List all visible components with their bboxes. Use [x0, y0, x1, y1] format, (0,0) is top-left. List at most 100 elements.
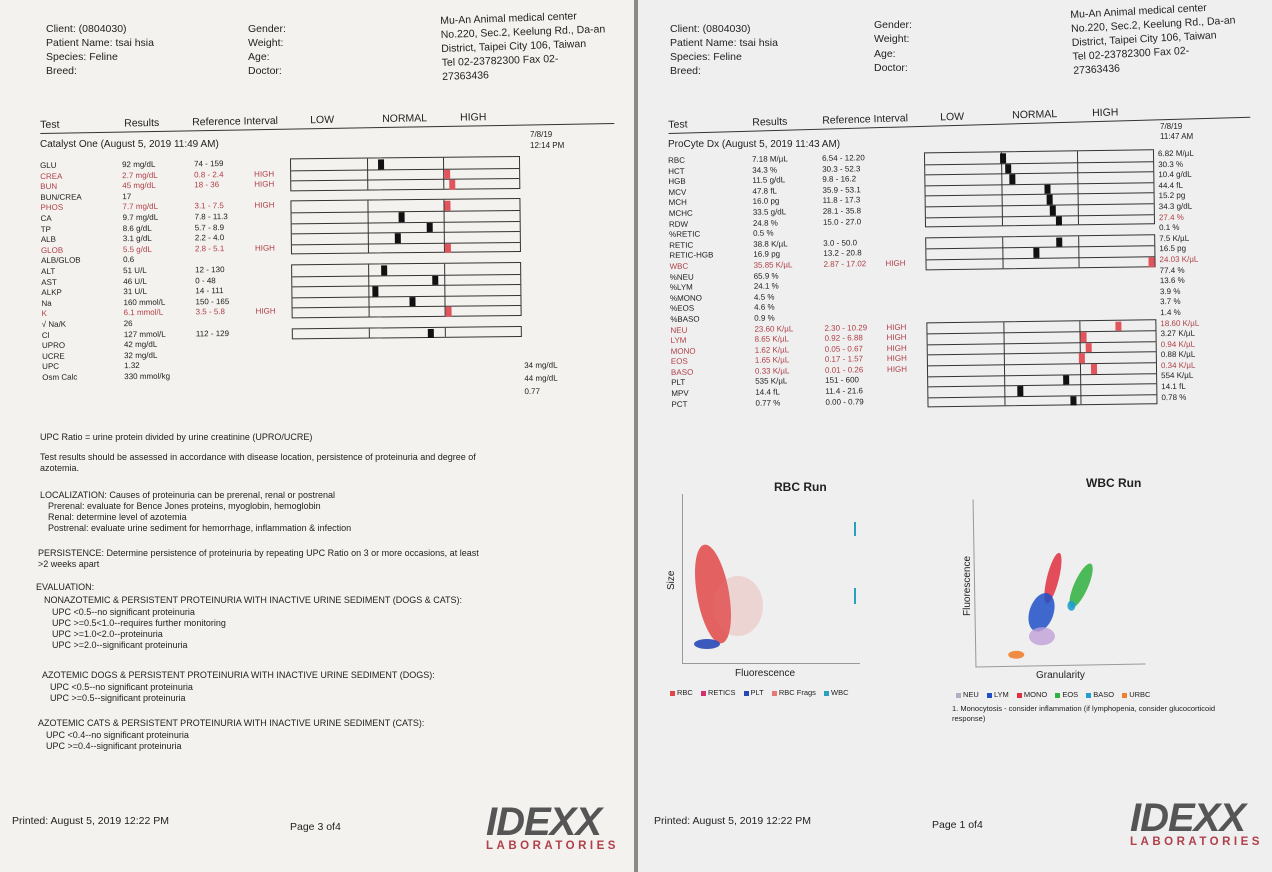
test-result: 7.18 M/µL: [751, 154, 788, 164]
ucre-right: 44 mg/dL: [524, 373, 558, 383]
clinic-address: Mu-An Animal medical center No.220, Sec.…: [440, 8, 607, 84]
range-divider: [367, 200, 369, 253]
reference-interval: 14 - 111: [195, 286, 224, 296]
neu-cluster: [1028, 627, 1055, 646]
reference-interval: 12 - 130: [195, 265, 225, 275]
result-marker: [445, 307, 453, 317]
test-result: 65.9 %: [753, 270, 779, 281]
clinic-address: Mu-An Animal medical center No.220, Sec.…: [1070, 0, 1238, 78]
test-name: MONO: [670, 346, 696, 356]
test-result: 535 K/µL: [755, 376, 788, 387]
legend-frags: RBC Frags: [771, 688, 816, 697]
test-name: RETIC-HGB: [669, 250, 714, 261]
test-name: HCT: [668, 166, 685, 176]
flag: [885, 227, 905, 238]
flag: [255, 264, 275, 275]
test-result: 34.3 %: [752, 165, 778, 175]
flag: HIGH: [254, 243, 275, 253]
page-number: Page 3 of4: [290, 821, 341, 833]
flag: [886, 312, 906, 323]
wbc-scatter-plot: [972, 496, 1146, 668]
previous-result: 0.1 %: [1158, 223, 1180, 233]
legend-label: PLT: [750, 688, 764, 697]
range-row-line: [292, 294, 521, 299]
previous-result: 0.34 K/µL: [1160, 360, 1196, 371]
previous-result: 34.3 g/dL: [1158, 201, 1193, 212]
flag: HIGH: [886, 364, 908, 374]
legend-swatch: [824, 690, 830, 696]
localization-title: LOCALIZATION: Causes of proteinuria can …: [40, 490, 335, 500]
result-marker: [1085, 342, 1092, 353]
range-divider: [366, 158, 369, 190]
col-results: Results: [124, 116, 160, 130]
test-name: UPRO: [41, 340, 66, 351]
client-id: Client: (0804030): [46, 23, 127, 35]
legend-swatch: [771, 690, 777, 696]
previous-result: 10.4 g/dL: [1158, 169, 1192, 180]
flag: [887, 396, 907, 407]
range-box: [289, 155, 521, 192]
legend-label: RETICS: [707, 688, 736, 697]
rbc-x-label: Fluorescence: [735, 668, 796, 679]
test-result: 4.5 %: [753, 292, 775, 302]
legend-wbc: WBC: [824, 688, 849, 697]
test-result: 23.60 K/µL: [754, 323, 794, 334]
eval-line: UPC <0.4--no significant proteinuria: [46, 730, 189, 740]
range-row-line: [291, 231, 520, 235]
reference-interval: 2.30 - 10.29: [824, 322, 868, 333]
previous-result: 554 K/µL: [1161, 371, 1194, 381]
test-result: 46 U/L: [123, 276, 147, 286]
col-normal: NORMAL: [1012, 108, 1058, 122]
result-marker: [1090, 364, 1097, 374]
lab-report-page-3: Client: (0804030) Patient Name: tsai hsi…: [0, 0, 634, 872]
test-result: 0.9 %: [754, 313, 775, 323]
test-name: %BASO: [670, 314, 700, 324]
range-row-line: [292, 305, 521, 309]
legend-swatch: [1016, 692, 1022, 698]
legend-swatch: [670, 690, 675, 696]
range-box: [923, 149, 1156, 228]
range-row-line: [925, 213, 1154, 218]
test-name: %RETIC: [669, 229, 701, 240]
result-marker: [381, 265, 388, 276]
previous-results: 6.82 M/µL 30.3 % 10.4 g/dL 44.4 fL 15.2 pg 34…: [1158, 149, 1200, 404]
flag: [255, 286, 275, 297]
plt-cluster: [694, 639, 720, 649]
previous-result: 30.3 %: [1158, 159, 1184, 169]
test-result: 38.8 K/µL: [753, 239, 788, 249]
range-row-line: [291, 209, 520, 214]
flags: HIGH HIGH HIGH HIGH HIGH: [254, 159, 276, 382]
result-marker: [444, 169, 451, 179]
test-name: MCH: [668, 198, 687, 208]
persistence-2: >2 weeks apart: [38, 559, 100, 569]
run-time: 12:14 PM: [530, 141, 565, 150]
reference-interval: [196, 350, 230, 361]
run-title: Catalyst One (August 5, 2019 11:49 AM): [40, 139, 219, 150]
test-result: 45 mg/dL: [122, 180, 156, 191]
lab-report-page-1: Client: (0804030) Patient Name: tsai hsi…: [638, 0, 1272, 872]
test-name: MPV: [671, 388, 689, 399]
flag: [887, 375, 907, 386]
flag: [884, 174, 904, 185]
flag: [255, 212, 275, 223]
weight: Weight:: [874, 33, 910, 45]
gender: Gender:: [874, 19, 912, 31]
baso-cluster: [1067, 600, 1076, 611]
range-row-line: [927, 330, 1156, 335]
localization-renal: Renal: determine level of azotemia: [48, 512, 187, 522]
run-date: 7/8/19: [530, 130, 553, 139]
urbc-cluster: [1008, 650, 1025, 659]
result-marker: [427, 328, 434, 339]
eval-line: UPC <0.5--no significant proteinuria: [52, 607, 195, 617]
col-reference: Reference Interval: [192, 114, 279, 129]
result-marker: [1080, 332, 1088, 343]
reference-interval: 28.1 - 35.8: [822, 206, 862, 216]
reference-interval: [824, 280, 867, 291]
reference-interval: 3.0 - 50.0: [823, 238, 858, 248]
test-names: RBC HCT HGB MCV MCH MCHC RDW %RETIC RETIC RETIC-H…: [668, 155, 716, 410]
reference-interval: 3.1 - 7.5: [194, 201, 224, 211]
reference-interval: [196, 318, 230, 329]
test-result: 47.8 fL: [752, 186, 778, 196]
breed: Breed:: [46, 65, 77, 77]
test-result: 127 mmol/L: [123, 329, 166, 339]
